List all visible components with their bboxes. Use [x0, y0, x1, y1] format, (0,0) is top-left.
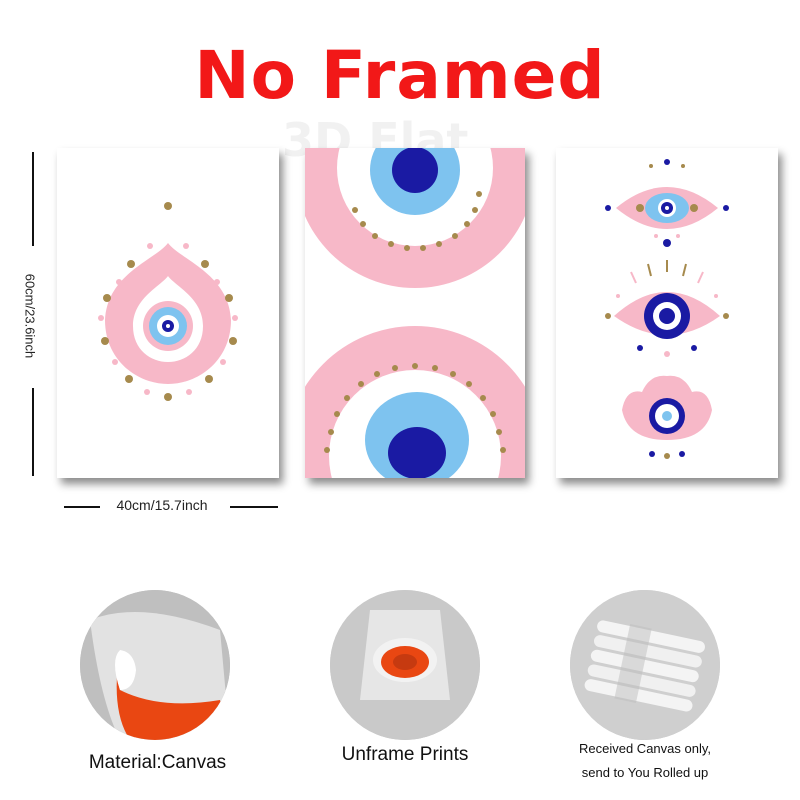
- print-panel-large-rings: [305, 148, 525, 478]
- received-caption-line1: Received Canvas only,: [579, 741, 711, 756]
- received-caption-line2: send to You Rolled up: [581, 765, 709, 780]
- height-line-top: [32, 152, 34, 246]
- unframe-rolled-photo: [330, 590, 480, 740]
- width-line-right: [230, 506, 278, 508]
- print-panel-teardrop: [57, 148, 279, 478]
- height-line-bottom: [32, 388, 34, 476]
- canvas-material-photo: [80, 590, 230, 740]
- rolled-canvas-package-photo: [570, 590, 720, 740]
- material-caption: Material:Canvas: [88, 752, 227, 773]
- height-label: 60cm/23.6inch: [22, 273, 38, 359]
- width-line-left: [64, 506, 100, 508]
- width-label: 40cm/15.7inch: [116, 497, 208, 513]
- unframe-caption: Unframe Prints: [341, 744, 469, 765]
- teardrop-evil-eye-art: [98, 202, 238, 401]
- three-evil-eyes-art: [605, 159, 729, 459]
- canvas-sheet-illustration: [80, 590, 230, 740]
- rolled-tubes-illustration: [570, 590, 720, 740]
- print-panel-three-eyes: [556, 148, 778, 478]
- page-title: No Framed: [194, 37, 606, 114]
- rolled-canvas-illustration: [330, 590, 480, 740]
- large-evil-eye-rings-art: [305, 148, 525, 478]
